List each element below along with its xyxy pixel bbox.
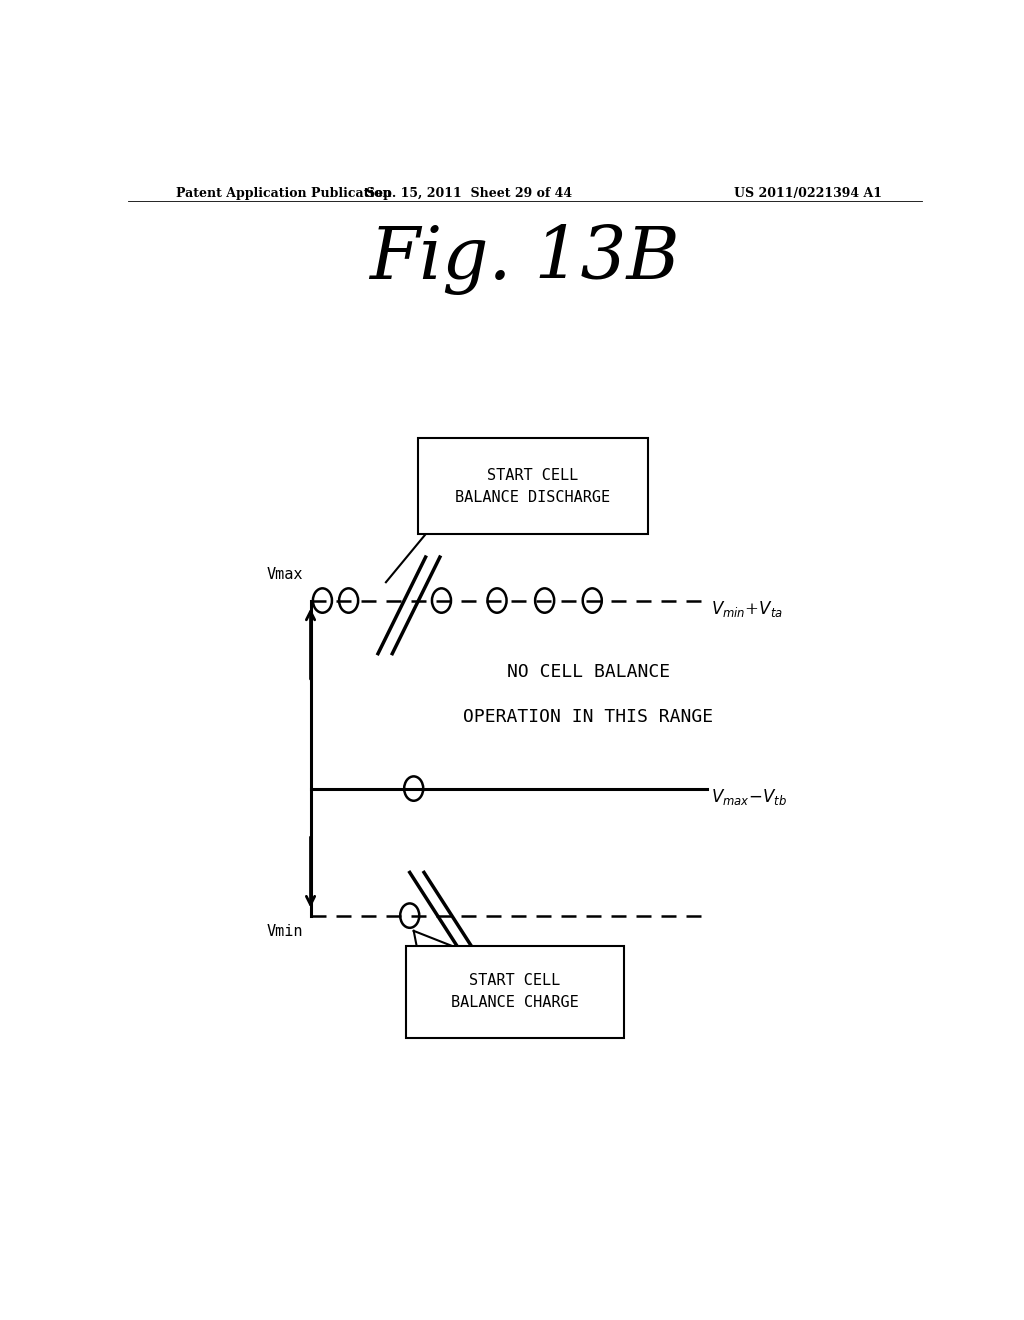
Text: NO CELL BALANCE: NO CELL BALANCE	[507, 663, 670, 681]
Text: Vmin: Vmin	[266, 924, 303, 939]
Text: Vmax: Vmax	[266, 568, 303, 582]
Text: Sep. 15, 2011  Sheet 29 of 44: Sep. 15, 2011 Sheet 29 of 44	[367, 187, 572, 199]
Text: $V_{max}$$-$$V_{tb}$: $V_{max}$$-$$V_{tb}$	[712, 787, 787, 807]
Text: Fig. 13B: Fig. 13B	[370, 224, 680, 296]
Text: START CELL
BALANCE DISCHARGE: START CELL BALANCE DISCHARGE	[456, 467, 610, 504]
Text: OPERATION IN THIS RANGE: OPERATION IN THIS RANGE	[463, 708, 714, 726]
Text: $V_{min}$+$V_{ta}$: $V_{min}$+$V_{ta}$	[712, 599, 783, 619]
FancyBboxPatch shape	[418, 438, 648, 535]
Text: START CELL
BALANCE CHARGE: START CELL BALANCE CHARGE	[451, 973, 579, 1010]
Text: US 2011/0221394 A1: US 2011/0221394 A1	[734, 187, 882, 199]
Text: Patent Application Publication: Patent Application Publication	[176, 187, 391, 199]
FancyBboxPatch shape	[406, 946, 624, 1038]
